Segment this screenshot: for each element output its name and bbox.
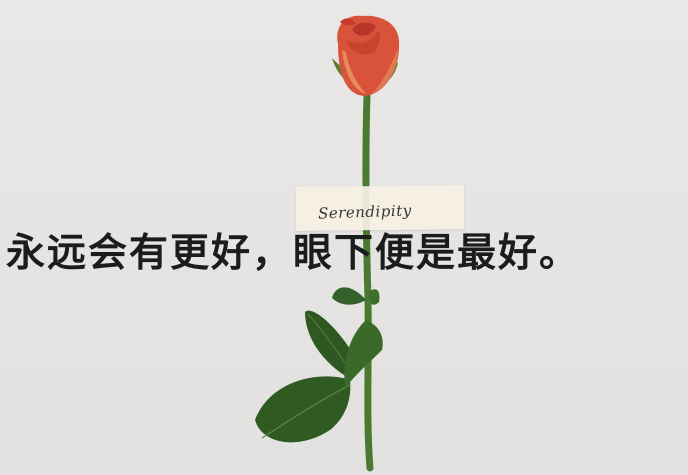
tape-label: Serendipity bbox=[317, 201, 412, 223]
leaf bbox=[332, 287, 366, 305]
leaf bbox=[368, 289, 380, 305]
leaf bbox=[344, 320, 383, 388]
leaf bbox=[305, 310, 352, 380]
leaf bbox=[255, 376, 351, 443]
stem bbox=[362, 91, 374, 472]
caption-text: 永远会有更好，眼下便是最好。 bbox=[6, 230, 581, 276]
rose-flower bbox=[337, 15, 400, 96]
